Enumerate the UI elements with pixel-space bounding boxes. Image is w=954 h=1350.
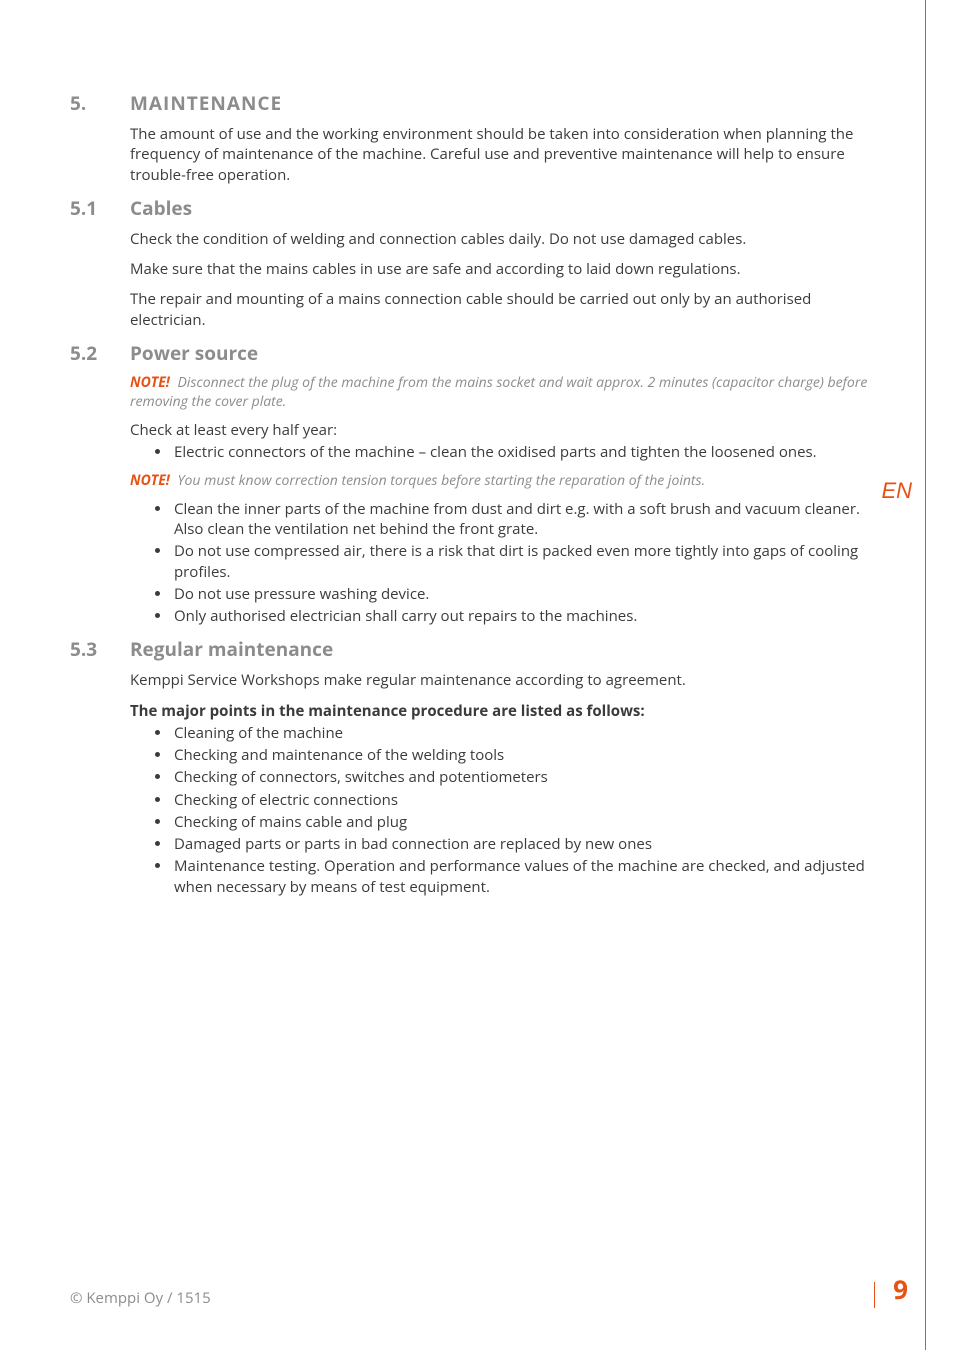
list-item: Electric connectors of the machine – cle… <box>172 442 884 462</box>
note-label: NOTE! <box>130 373 170 392</box>
page: 5. MAINTENANCE The amount of use and the… <box>0 0 954 1350</box>
page-number: 9 <box>893 1271 926 1307</box>
section-5-1-number: 5.1 <box>70 195 130 221</box>
section-5-1-title: Cables <box>130 195 192 221</box>
page-number-block: 9 <box>874 1271 926 1308</box>
section-5-3-intro-bold: The major points in the maintenance proc… <box>130 701 884 721</box>
list-item: Maintenance testing. Operation and perfo… <box>172 856 884 897</box>
note-text: You must know correction tension torques… <box>177 471 705 490</box>
section-5-title: MAINTENANCE <box>130 90 282 116</box>
section-5-3-p1: Kemppi Service Workshops make regular ma… <box>130 670 884 690</box>
section-5-3-body: Kemppi Service Workshops make regular ma… <box>130 670 884 897</box>
section-5-2-bullets1: Electric connectors of the machine – cle… <box>130 442 884 462</box>
section-5-2-number: 5.2 <box>70 340 130 366</box>
note-text: Disconnect the plug of the machine from … <box>130 373 867 411</box>
list-item: Clean the inner parts of the machine fro… <box>172 499 884 540</box>
section-5-3-number: 5.3 <box>70 636 130 662</box>
list-item: Cleaning of the machine <box>172 723 884 743</box>
section-5-1-p2: Make sure that the mains cables in use a… <box>130 259 884 279</box>
section-5-1-body: Check the condition of welding and conne… <box>130 229 884 330</box>
section-5-2-note2: NOTE! You must know correction tension t… <box>130 472 884 491</box>
section-5-body: The amount of use and the working enviro… <box>130 124 884 185</box>
section-5-3-heading: 5.3 Regular maintenance <box>70 636 884 662</box>
section-5-3-title: Regular maintenance <box>130 636 333 662</box>
list-item: Checking and maintenance of the welding … <box>172 745 884 765</box>
section-5-1-p3: The repair and mounting of a mains conne… <box>130 289 884 330</box>
list-item: Checking of electric connections <box>172 790 884 810</box>
footer: © Kemppi Oy / 1515 9 <box>70 1271 926 1308</box>
page-number-rule <box>874 1282 875 1308</box>
section-5-2-body: NOTE! Disconnect the plug of the machine… <box>130 374 884 627</box>
section-5-heading: 5. MAINTENANCE <box>70 90 884 116</box>
section-5-2-intro1: Check at least every half year: <box>130 420 884 440</box>
list-item: Do not use compressed air, there is a ri… <box>172 541 884 582</box>
list-item: Checking of mains cable and plug <box>172 812 884 832</box>
list-item: Do not use pressure washing device. <box>172 584 884 604</box>
section-5-para: The amount of use and the working enviro… <box>130 124 884 185</box>
list-item: Damaged parts or parts in bad connection… <box>172 834 884 854</box>
language-tag: EN <box>881 478 912 504</box>
note-label: NOTE! <box>130 471 170 490</box>
section-5-2-note1: NOTE! Disconnect the plug of the machine… <box>130 374 884 412</box>
section-5-2-title: Power source <box>130 340 258 366</box>
list-item: Checking of connectors, switches and pot… <box>172 767 884 787</box>
list-item: Only authorised electrician shall carry … <box>172 606 884 626</box>
section-5-2-bullets2: Clean the inner parts of the machine fro… <box>130 499 884 627</box>
section-5-2-heading: 5.2 Power source <box>70 340 884 366</box>
section-5-number: 5. <box>70 90 130 116</box>
section-5-3-bullets: Cleaning of the machine Checking and mai… <box>130 723 884 897</box>
copyright-text: © Kemppi Oy / 1515 <box>70 1288 211 1308</box>
section-5-1-p1: Check the condition of welding and conne… <box>130 229 884 249</box>
section-5-1-heading: 5.1 Cables <box>70 195 884 221</box>
right-rule <box>925 0 926 1350</box>
